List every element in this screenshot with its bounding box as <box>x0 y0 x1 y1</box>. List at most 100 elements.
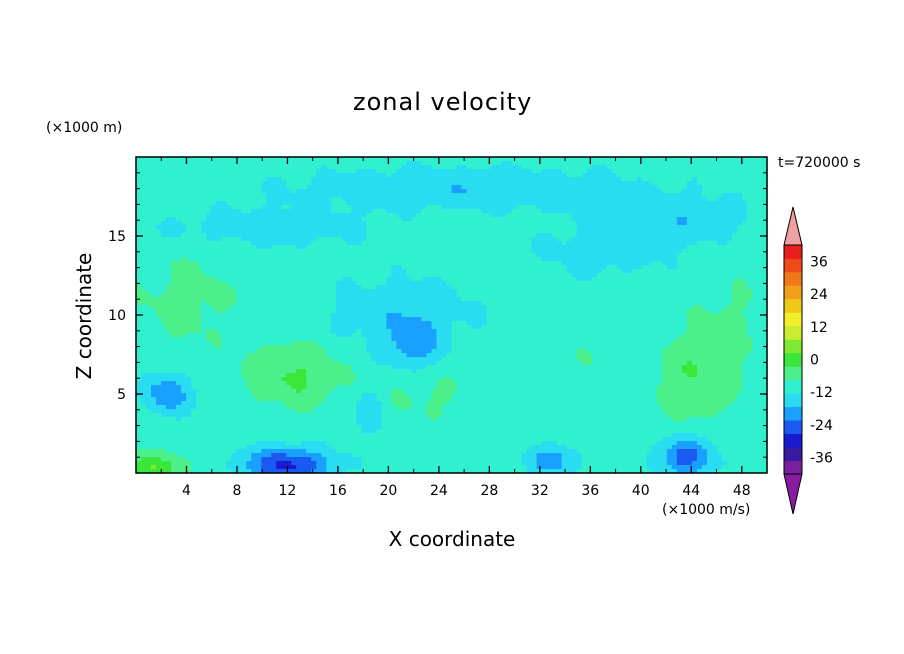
field-cell <box>176 273 182 278</box>
field-cell <box>291 305 297 310</box>
field-cell <box>401 297 408 302</box>
field-cell <box>721 229 728 234</box>
field-cell <box>761 189 768 194</box>
field-cell <box>216 257 222 262</box>
field-cell <box>701 277 708 282</box>
field-cell <box>711 229 718 234</box>
field-cell <box>596 261 603 266</box>
field-cell <box>551 293 558 298</box>
field-cell <box>206 173 212 178</box>
field-cell <box>376 285 382 290</box>
field-cell <box>751 289 758 294</box>
field-cell <box>596 157 603 162</box>
field-cell <box>606 257 613 262</box>
field-cell <box>351 241 357 246</box>
field-cell <box>436 257 443 262</box>
field-cell <box>431 245 438 250</box>
field-cell <box>301 297 307 302</box>
field-cell <box>226 261 232 266</box>
field-cell <box>146 229 152 234</box>
field-cell <box>451 177 458 182</box>
field-cell <box>501 309 508 314</box>
field-cell <box>616 269 623 274</box>
field-cell <box>631 217 638 222</box>
field-cell <box>506 189 513 194</box>
field-cell <box>441 209 448 214</box>
field-cell <box>741 233 748 238</box>
field-cell <box>641 209 648 214</box>
field-cell <box>326 221 332 226</box>
field-cell <box>676 177 683 182</box>
field-cell <box>726 173 733 178</box>
field-cell <box>206 281 212 286</box>
field-cell <box>481 261 488 266</box>
field-cell <box>191 305 197 310</box>
field-cell <box>556 285 563 290</box>
field-cell <box>746 273 753 278</box>
field-cell <box>281 313 287 318</box>
field-cell <box>756 233 763 238</box>
field-cell <box>716 281 723 286</box>
field-cell <box>671 289 678 294</box>
field-cell <box>301 189 307 194</box>
field-cell <box>386 265 393 270</box>
field-cell <box>241 261 247 266</box>
field-cell <box>761 285 768 290</box>
field-cell <box>376 229 382 234</box>
field-cell <box>521 273 528 278</box>
field-cell <box>286 177 292 182</box>
field-cell <box>756 257 763 262</box>
field-cell <box>211 245 217 250</box>
field-cell <box>406 293 413 298</box>
field-cell <box>496 241 503 246</box>
field-cell <box>276 289 282 294</box>
field-cell <box>481 173 488 178</box>
field-cell <box>141 277 147 282</box>
field-cell <box>626 177 633 182</box>
field-cell <box>536 245 543 250</box>
field-cell <box>536 177 543 182</box>
field-cell <box>756 177 763 182</box>
field-cell <box>626 237 633 242</box>
field-cell <box>751 205 758 210</box>
field-cell <box>201 305 207 310</box>
field-cell <box>401 269 408 274</box>
field-cell <box>591 293 598 298</box>
field-cell <box>221 297 227 302</box>
field-cell <box>156 293 162 298</box>
field-cell <box>736 221 743 226</box>
field-cell <box>311 293 317 298</box>
field-cell <box>316 309 322 314</box>
field-cell <box>451 277 458 282</box>
field-cell <box>206 165 212 170</box>
field-cell <box>521 237 528 242</box>
field-cell <box>211 297 217 302</box>
field-cell <box>646 257 653 262</box>
field-cell <box>631 161 638 166</box>
field-cell <box>161 205 167 210</box>
field-cell <box>331 221 337 226</box>
field-cell <box>631 193 638 198</box>
field-cell <box>381 173 387 178</box>
field-cell <box>706 165 713 170</box>
field-cell <box>506 229 513 234</box>
field-cell <box>136 277 142 282</box>
field-cell <box>306 193 312 198</box>
field-cell <box>586 261 593 266</box>
field-cell <box>586 181 593 186</box>
field-cell <box>316 265 322 270</box>
field-cell <box>236 161 242 166</box>
field-cell <box>456 225 463 230</box>
field-cell <box>386 197 393 202</box>
field-cell <box>751 245 758 250</box>
field-cell <box>461 209 468 214</box>
field-cell <box>166 165 172 170</box>
field-cell <box>251 185 257 190</box>
field-cell <box>401 161 408 166</box>
field-cell <box>556 221 563 226</box>
field-cell <box>691 185 698 190</box>
field-cell <box>701 285 708 290</box>
field-cell <box>161 297 167 302</box>
field-cell <box>331 305 337 310</box>
field-cell <box>716 301 723 306</box>
